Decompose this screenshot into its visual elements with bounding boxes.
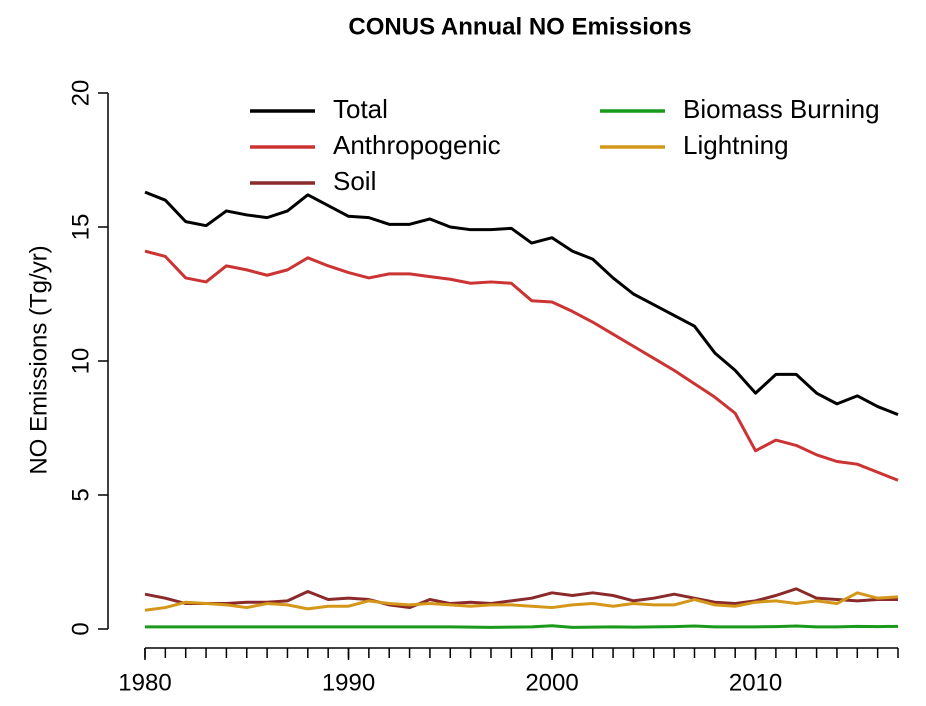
x-tick-label: 2000 xyxy=(525,669,578,696)
y-tick-label: 15 xyxy=(67,214,94,241)
legend-label: Anthropogenic xyxy=(333,130,501,160)
series-line xyxy=(144,591,899,612)
series-line xyxy=(145,624,899,629)
series-line xyxy=(144,249,899,482)
y-tick-label: 5 xyxy=(67,488,94,501)
legend-label: Biomass Burning xyxy=(683,94,880,124)
y-tick-label: 0 xyxy=(67,622,94,635)
y-axis-label: NO Emissions (Tg/yr) xyxy=(25,245,52,474)
y-tick-label: 10 xyxy=(67,348,94,375)
chart-title: CONUS Annual NO Emissions xyxy=(348,13,691,40)
legend-label: Lightning xyxy=(683,130,789,160)
series-line xyxy=(144,587,898,610)
y-tick-label: 20 xyxy=(67,80,94,107)
legend-label: Soil xyxy=(333,166,376,196)
series-line xyxy=(144,190,899,416)
legend-label: Total xyxy=(333,94,388,124)
x-tick-label: 1980 xyxy=(118,669,171,696)
x-tick-label: 2010 xyxy=(729,669,782,696)
x-tick-label: 1990 xyxy=(322,669,375,696)
